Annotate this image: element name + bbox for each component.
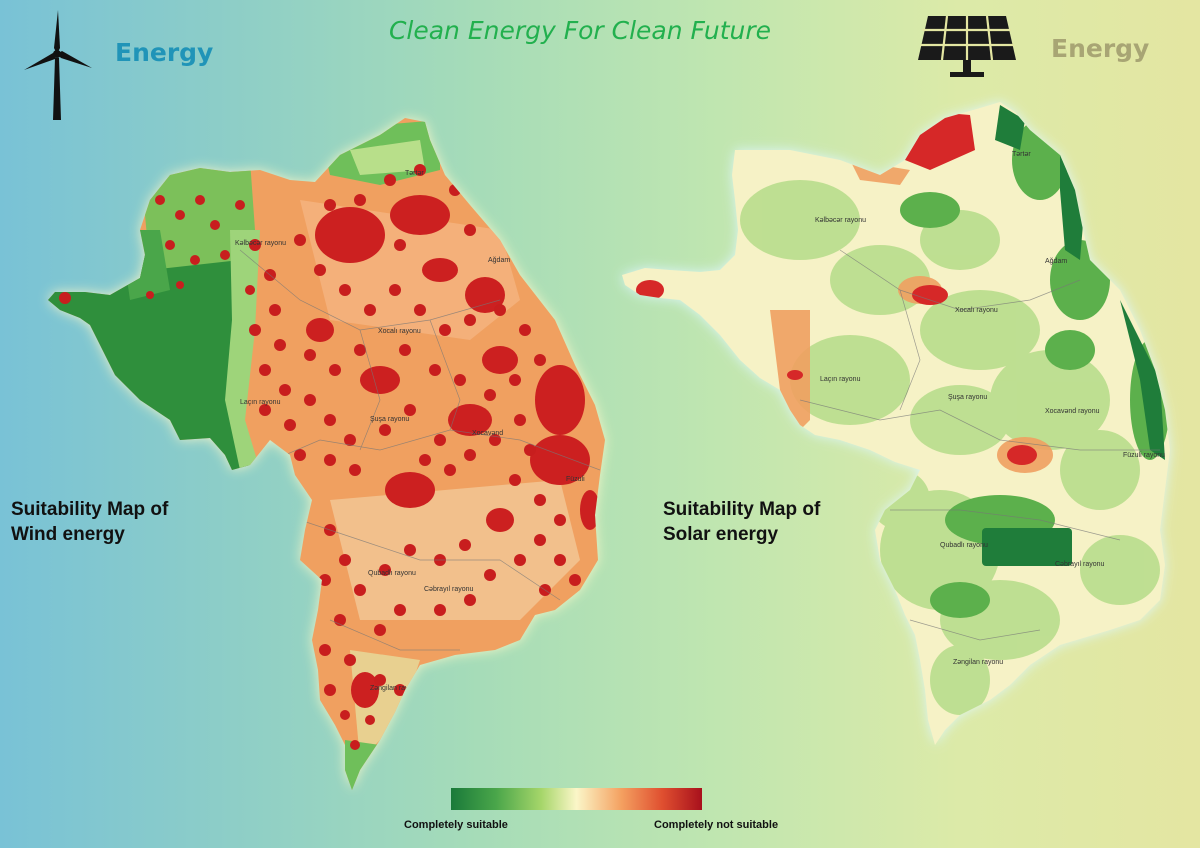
solar-label-qubadli: Qubadlı rayonu bbox=[940, 542, 988, 549]
wind-caption-line2: Wind energy bbox=[11, 524, 125, 545]
wind-label-susa: Şuşa rayonu bbox=[370, 416, 409, 423]
page-title: Clean Energy For Clean Future bbox=[388, 16, 772, 45]
solar-label-cebrayil: Cəbrayıl rayonu bbox=[1055, 561, 1105, 568]
solar-panel-icon bbox=[918, 15, 1016, 77]
wind-label-fuzuli: Füzuli bbox=[566, 476, 585, 483]
legend-low-label: Completely suitable bbox=[404, 819, 508, 831]
wind-label-zengilan: Zəngilan rayonu bbox=[370, 685, 420, 692]
wind-energy-label: Energy bbox=[115, 38, 214, 67]
wind-label-agdam: Ağdam bbox=[488, 257, 510, 264]
solar-label-xocali: Xocalı rayonu bbox=[955, 307, 998, 314]
solar-label-xocavend: Xocavənd rayonu bbox=[1045, 408, 1100, 415]
wind-map-caption: Suitability Map of Wind energy bbox=[11, 497, 168, 547]
solar-caption-line2: Solar energy bbox=[663, 524, 779, 545]
solar-label-fuzuli: Füzuli rayonu bbox=[1123, 452, 1165, 459]
solar-suitability-map: Kəlbəcər rayonu Tərtər Ağdam Xocalı rayo… bbox=[622, 102, 1170, 745]
legend-high-label: Completely not suitable bbox=[654, 819, 779, 831]
suitability-legend-bar bbox=[451, 788, 702, 810]
solar-energy-label: Energy bbox=[1051, 34, 1150, 63]
wind-label-cebrayil: Cəbrayıl rayonu bbox=[424, 586, 474, 593]
wind-label-qubadli: Qubadlı rayonu bbox=[368, 570, 416, 577]
wind-label-kelbecer: Kəlbəcər rayonu bbox=[235, 240, 286, 247]
wind-label-lacin: Laçın rayonu bbox=[240, 399, 281, 406]
solar-label-zengilan: Zəngilan rayonu bbox=[953, 659, 1003, 666]
solar-caption-line1: Suitability Map of bbox=[663, 499, 821, 520]
wind-suitability-map: Kəlbəcər rayonu Tərtər Ağdam Xocalı rayo… bbox=[48, 118, 605, 790]
solar-label-kelbecer: Kəlbəcər rayonu bbox=[815, 217, 866, 224]
solar-label-susa: Şuşa rayonu bbox=[948, 394, 987, 401]
wind-label-xocavend: Xocavənd bbox=[472, 430, 503, 437]
wind-caption-line1: Suitability Map of bbox=[11, 499, 169, 520]
wind-label-terter: Tərtər bbox=[405, 170, 424, 177]
wind-turbine-icon bbox=[24, 10, 92, 120]
solar-label-terter: Tərtər bbox=[1012, 151, 1031, 158]
solar-label-lacin: Laçın rayonu bbox=[820, 376, 861, 383]
wind-label-xocali: Xocalı rayonu bbox=[378, 328, 421, 335]
solar-label-agdam: Ağdam bbox=[1045, 258, 1067, 265]
solar-map-caption: Suitability Map of Solar energy bbox=[663, 497, 820, 547]
